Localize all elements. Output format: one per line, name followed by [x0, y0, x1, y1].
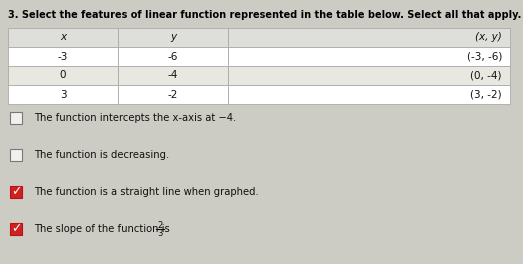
Text: The function is decreasing.: The function is decreasing.: [34, 150, 169, 160]
Bar: [8, 28, 118, 47]
Bar: [118, 66, 228, 85]
Bar: [10, 223, 22, 235]
Text: -6: -6: [168, 51, 178, 62]
Bar: [228, 66, 510, 85]
Text: The function is a straight line when graphed.: The function is a straight line when gra…: [34, 187, 259, 197]
Text: 3. Select the features of linear function represented in the table below. Select: 3. Select the features of linear functio…: [8, 10, 521, 20]
Text: -4: -4: [168, 70, 178, 81]
Text: The slope of the function is: The slope of the function is: [34, 224, 173, 234]
Text: ✓: ✓: [11, 186, 21, 199]
Text: x: x: [60, 32, 66, 43]
Bar: [118, 28, 228, 47]
Bar: [8, 66, 118, 85]
Bar: [228, 47, 510, 66]
Text: The function intercepts the x-axis at −4.: The function intercepts the x-axis at −4…: [34, 113, 236, 123]
Bar: [118, 47, 228, 66]
Bar: [10, 186, 22, 198]
Text: (-3, -6): (-3, -6): [467, 51, 502, 62]
Bar: [118, 85, 228, 104]
Text: 3: 3: [60, 89, 66, 100]
Text: (3, -2): (3, -2): [470, 89, 502, 100]
Bar: [8, 85, 118, 104]
Bar: [228, 85, 510, 104]
Text: ✓: ✓: [11, 223, 21, 235]
Text: 0: 0: [60, 70, 66, 81]
Text: 3: 3: [157, 229, 163, 238]
Bar: [10, 112, 22, 124]
Text: (x, y): (x, y): [475, 32, 502, 43]
Text: -2: -2: [168, 89, 178, 100]
Bar: [10, 149, 22, 161]
Text: (0, -4): (0, -4): [471, 70, 502, 81]
Bar: [8, 47, 118, 66]
Bar: [228, 28, 510, 47]
Text: -3: -3: [58, 51, 68, 62]
Text: 2: 2: [158, 220, 163, 229]
Text: y: y: [170, 32, 176, 43]
